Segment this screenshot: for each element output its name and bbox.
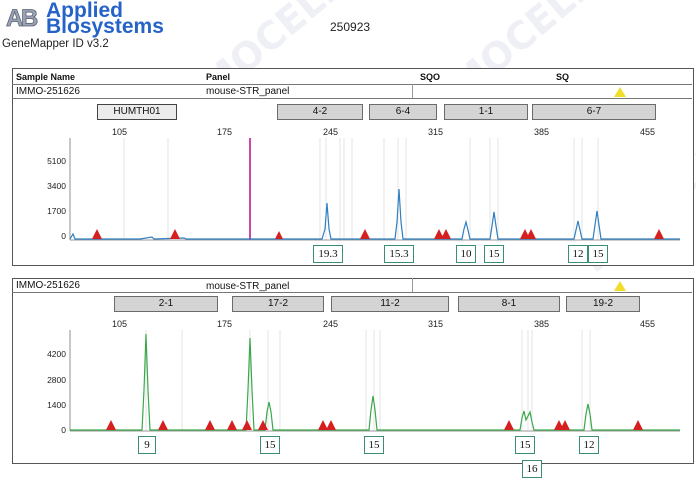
y-tick-label: 4200 [47,349,66,359]
x-tick-label: 175 [217,127,233,137]
sample-name-value[interactable]: IMMO-251626 [16,86,80,97]
x-tick-label: 315 [428,127,444,137]
marker-label[interactable]: 1-1 [444,104,528,120]
blue-trace [69,188,680,240]
green-trace [70,333,680,431]
header-divider [12,292,692,293]
y-tick-label: 3400 [47,181,66,191]
x-tick-label: 105 [112,127,128,137]
marker-label[interactable]: 6-4 [369,104,437,120]
allele-call-box[interactable]: 15 [364,436,384,454]
x-tick-label: 455 [640,127,656,137]
allele-call-box[interactable]: 12 [579,436,599,454]
allele-call-box[interactable]: 16 [522,460,542,478]
x-tick-label: 385 [534,319,550,329]
allele-call-box[interactable]: 15 [588,245,608,263]
y-tick-label: 1400 [47,400,66,410]
allele-call-box[interactable]: 12 [568,245,588,263]
header-divider [12,84,692,85]
x-tick-label: 175 [217,319,233,329]
peak-markers [92,229,664,239]
x-tick-label: 245 [323,127,339,137]
software-version: GeneMapper ID v3.2 [2,38,109,50]
applied-biosystems-logo-icon: A B [4,4,42,30]
y-tick-label: 5100 [47,156,66,166]
panel-name-value: mouse-STR_panel [206,281,290,292]
allele-call-box[interactable]: 15 [484,245,504,263]
column-header-sample-name: Sample Name [16,72,76,82]
allele-call-box[interactable]: 15 [515,436,535,454]
header-divider [12,98,692,99]
marker-label[interactable]: HUMTH01 [97,104,177,120]
peak-markers [106,420,643,430]
column-divider [412,84,413,98]
y-tick-label: 0 [61,231,66,241]
allele-call-box[interactable]: 10 [456,245,476,263]
brand-name-line1: Applied [46,0,123,22]
bin-guides [123,138,599,240]
marker-label[interactable]: 4-2 [277,104,363,120]
panel-name-value: mouse-STR_panel [206,86,290,97]
svg-text:A: A [6,5,23,30]
marker-label[interactable]: 19-2 [566,296,640,312]
column-header-panel: Panel [206,72,231,82]
warning-icon[interactable] [614,87,626,97]
x-tick-label: 245 [323,319,339,329]
column-header-sq: SQ [556,72,570,82]
svg-text:B: B [21,5,38,30]
allele-call-box[interactable]: 9 [138,436,156,454]
marker-label[interactable]: 11-2 [331,296,449,312]
allele-call-box[interactable]: 15.3 [384,245,414,263]
y-tick-label: 2800 [47,375,66,385]
sample-name-value[interactable]: IMMO-251626 [16,280,80,291]
x-tick-label: 105 [112,319,128,329]
marker-label[interactable]: 6-7 [532,104,656,120]
x-tick-label: 385 [534,127,550,137]
bin-guides [145,330,591,431]
marker-label[interactable]: 8-1 [458,296,560,312]
run-id: 250923 [330,20,371,34]
marker-label[interactable]: 2-1 [114,296,218,312]
column-divider [412,278,413,292]
x-tick-label: 315 [428,319,444,329]
x-tick-label: 455 [640,319,656,329]
column-header-sqo: SQO [420,72,441,82]
brand-name-line2: Biosystems [46,15,164,38]
allele-call-box[interactable]: 15 [260,436,280,454]
warning-icon[interactable] [614,281,626,291]
allele-call-box[interactable]: 19.3 [313,245,343,263]
y-tick-label: 0 [61,425,66,435]
y-tick-label: 1700 [47,206,66,216]
marker-label[interactable]: 17-2 [232,296,324,312]
